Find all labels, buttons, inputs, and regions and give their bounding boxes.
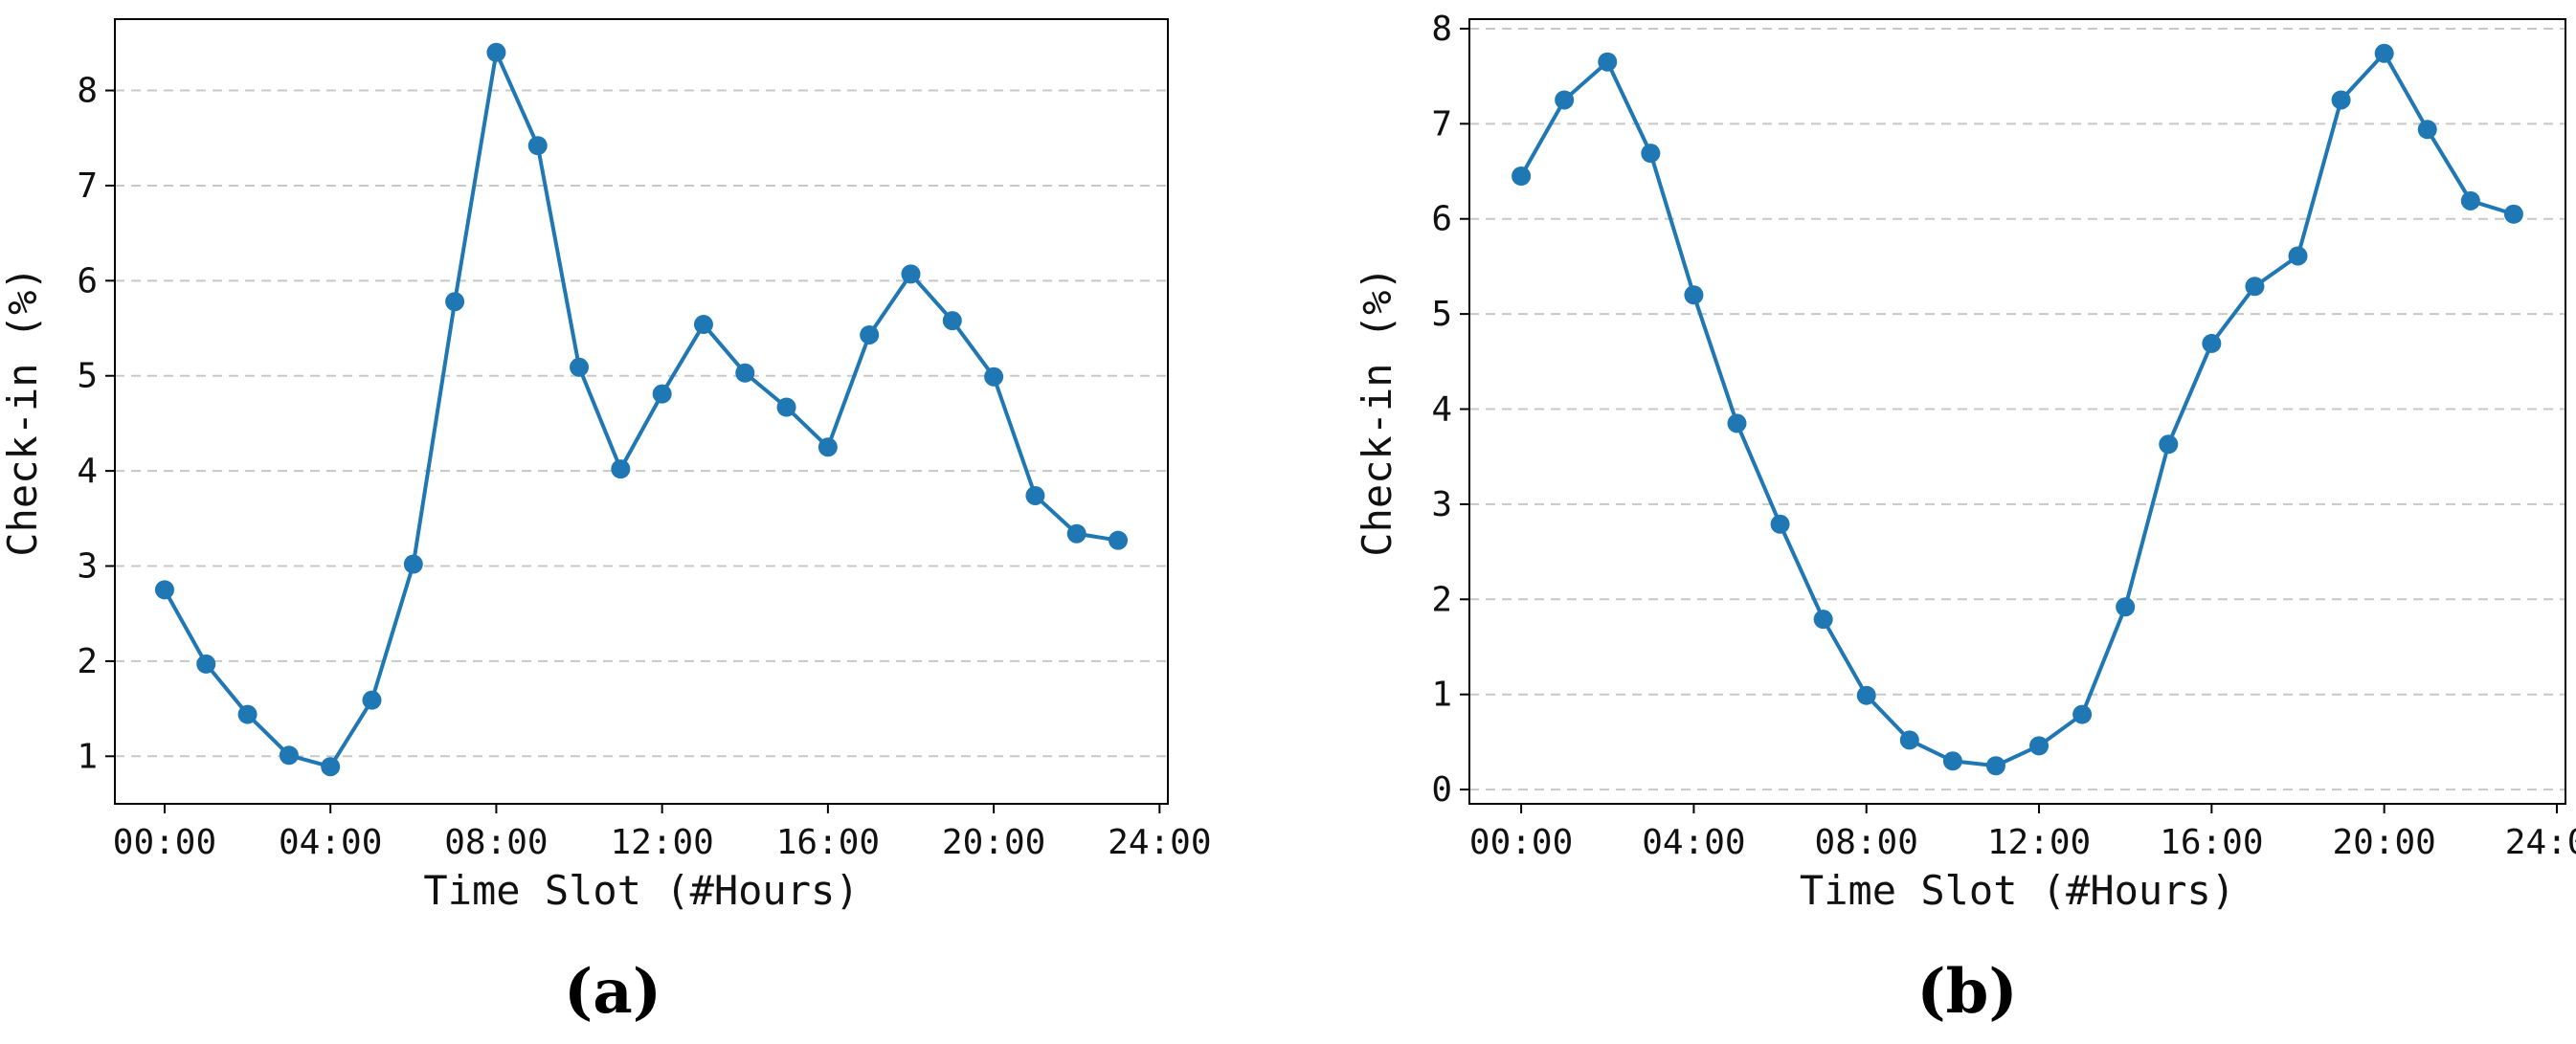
data-point xyxy=(776,397,796,417)
data-point xyxy=(1066,523,1086,544)
data-point xyxy=(1985,756,2005,776)
panel-label: (a) xyxy=(564,956,661,1028)
data-point xyxy=(1641,144,1661,164)
data-point xyxy=(860,324,880,344)
data-point xyxy=(693,315,713,335)
data-point xyxy=(1727,413,1747,433)
x-tick-label: 20:00 xyxy=(2332,823,2435,862)
data-point xyxy=(2331,90,2351,110)
y-tick-label: 3 xyxy=(77,547,98,587)
data-point xyxy=(984,367,1004,387)
data-point xyxy=(486,42,506,62)
data-point xyxy=(611,459,631,479)
x-tick-label: 12:00 xyxy=(1987,823,2091,862)
data-point xyxy=(2503,204,2523,224)
data-point xyxy=(2072,704,2093,724)
data-point xyxy=(2288,246,2308,266)
x-tick-label: 24:00 xyxy=(2505,823,2576,862)
data-point xyxy=(321,757,341,777)
y-tick-label: 4 xyxy=(77,452,98,491)
y-tick-label: 6 xyxy=(1431,200,1452,239)
y-tick-label: 5 xyxy=(77,357,98,396)
data-point xyxy=(2245,277,2265,297)
y-tick-label: 4 xyxy=(1431,390,1452,430)
x-tick-label: 04:00 xyxy=(1642,823,1745,862)
panel-label: (b) xyxy=(1916,956,2017,1028)
y-tick-label: 5 xyxy=(1431,295,1452,334)
data-point xyxy=(403,554,423,574)
y-tick-label: 2 xyxy=(1431,580,1452,619)
data-point xyxy=(901,264,921,284)
x-axis-title: Time Slot (#Hours) xyxy=(1800,867,2235,914)
x-tick-label: 00:00 xyxy=(1469,823,1573,862)
x-tick-label: 00:00 xyxy=(113,823,216,862)
data-point xyxy=(1899,730,1919,750)
series-line xyxy=(1519,51,2515,768)
chart-b: 0 1 2 3 4 5 6 7 8 00:00 04:00 08:00 12:00 16:00 20:00 2… xyxy=(1354,10,2576,1028)
data-point xyxy=(154,580,174,600)
chart-a: 1 2 3 4 5 6 7 8 00:00 04:00 08:00 12:00 16:00 20:00 24… xyxy=(0,18,1212,1028)
data-point xyxy=(527,136,548,156)
data-point xyxy=(818,437,838,457)
series-line xyxy=(163,50,1119,769)
x-tick-label: 16:00 xyxy=(776,823,880,862)
x-tick-label: 12:00 xyxy=(610,823,713,862)
data-point xyxy=(445,292,465,312)
x-tick-label: 16:00 xyxy=(2160,823,2263,862)
data-point xyxy=(2116,597,2136,617)
data-point xyxy=(1856,685,1876,705)
data-point xyxy=(279,745,299,766)
data-point xyxy=(1770,514,1790,534)
y-tick-label: 1 xyxy=(1431,676,1452,715)
data-point xyxy=(942,311,962,331)
y-tick-label: 7 xyxy=(77,167,98,206)
data-point xyxy=(2460,190,2480,211)
data-point xyxy=(1512,167,1532,186)
y-axis-title: Check-in (%) xyxy=(1354,266,1400,556)
data-point xyxy=(237,704,258,724)
data-point xyxy=(1942,751,1962,771)
data-point xyxy=(362,690,382,710)
x-tick-label: 04:00 xyxy=(279,823,382,862)
data-point xyxy=(1598,52,1618,72)
y-tick-label: 6 xyxy=(77,261,98,300)
x-tick-label: 08:00 xyxy=(1815,823,1918,862)
x-axis-title: Time Slot (#Hours) xyxy=(423,867,859,914)
data-point xyxy=(2159,434,2179,455)
x-tick-label: 20:00 xyxy=(942,823,1045,862)
y-tick-label: 7 xyxy=(1431,104,1452,144)
y-tick-label: 1 xyxy=(77,737,98,776)
y-tick-label: 0 xyxy=(1431,770,1452,810)
x-tick-label: 08:00 xyxy=(444,823,548,862)
plot-frame xyxy=(1468,18,2566,805)
data-point xyxy=(1555,90,1575,110)
data-point xyxy=(570,357,590,377)
plot-frame xyxy=(114,18,1169,805)
y-tick-label: 3 xyxy=(1431,485,1452,524)
data-point xyxy=(2029,736,2050,756)
y-axis-title: Check-in (%) xyxy=(0,266,46,556)
data-point xyxy=(2202,333,2222,353)
data-point xyxy=(1684,285,1704,305)
y-tick-label: 2 xyxy=(77,642,98,681)
data-point xyxy=(1025,485,1045,505)
data-point xyxy=(2417,120,2437,140)
data-point xyxy=(735,363,755,383)
y-tick-label: 8 xyxy=(77,72,98,111)
data-point xyxy=(652,384,672,404)
data-point xyxy=(2374,43,2394,63)
data-point xyxy=(196,654,216,674)
data-point xyxy=(1109,530,1129,550)
data-point xyxy=(1813,610,1833,630)
y-tick-label: 8 xyxy=(1431,10,1452,49)
x-tick-label: 24:00 xyxy=(1108,823,1211,862)
